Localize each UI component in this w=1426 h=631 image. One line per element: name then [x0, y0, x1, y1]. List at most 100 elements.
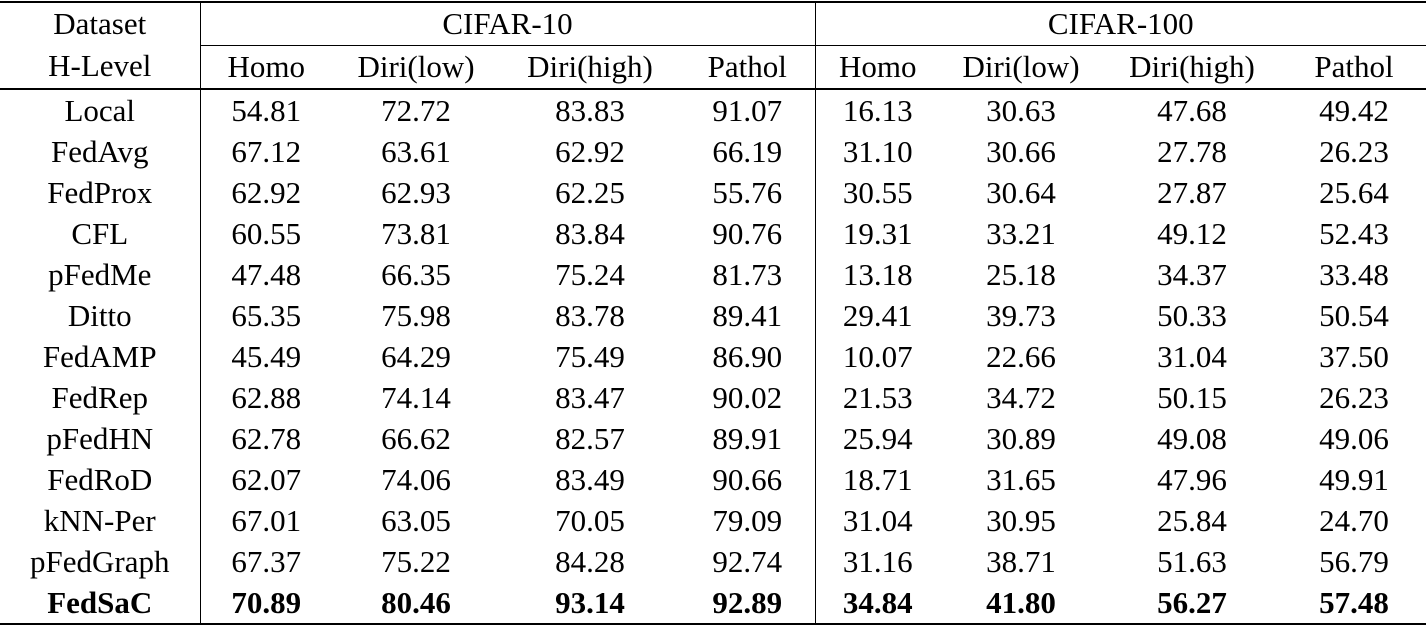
value-cell: 75.98 [381, 298, 451, 333]
table-row: FedRoD 62.07 74.06 83.49 90.66 18.71 31.65 47.9… [0, 459, 1426, 500]
value-cell: 83.84 [555, 216, 625, 251]
value-cell: 91.07 [712, 93, 783, 128]
value-cell: 56.79 [1319, 544, 1389, 579]
value-cell: 25.94 [814, 418, 941, 459]
value-cell: 33.21 [986, 216, 1056, 251]
method-name: pFedHN [46, 421, 154, 456]
value-cell: 41.80 [986, 585, 1056, 620]
group-header-cifar100: CIFAR-100 [814, 2, 1426, 46]
column-header-diri-low-: Diri(low) [940, 45, 1103, 90]
value-cell: 74.06 [381, 462, 451, 497]
value-cell: 38.71 [986, 544, 1056, 579]
value-cell: 29.41 [814, 295, 941, 336]
value-cell: 30.89 [986, 421, 1056, 456]
value-cell: 67.01 [199, 500, 332, 541]
value-cell: 25.64 [1319, 175, 1389, 210]
value-cell: 31.04 [814, 500, 941, 541]
value-cell: 19.31 [814, 213, 941, 254]
column-header-diri-high-: Diri(high) [1102, 45, 1283, 90]
value-cell: 81.73 [712, 257, 783, 292]
value-cell: 62.92 [199, 172, 332, 213]
value-cell: 66.35 [381, 257, 451, 292]
method-name: Local [64, 93, 136, 128]
value-cell: 89.91 [712, 421, 783, 456]
method-name: pFedMe [48, 257, 152, 292]
value-cell: 49.91 [1319, 462, 1389, 497]
value-cell: 26.23 [1319, 380, 1389, 415]
value-cell: 37.50 [1319, 339, 1389, 374]
table-row: pFedMe 47.48 66.35 75.24 81.73 13.18 25.18 34.3… [0, 254, 1426, 295]
value-cell: 90.66 [712, 462, 783, 497]
value-cell: 50.15 [1157, 380, 1227, 415]
value-cell: 26.23 [1319, 134, 1389, 169]
method-name: pFedGraph [30, 544, 170, 579]
value-cell: 67.12 [199, 131, 332, 172]
value-cell: 54.81 [199, 89, 332, 131]
value-cell: 30.66 [986, 134, 1056, 169]
table-row: FedAvg 67.12 63.61 62.92 66.19 31.10 30.66 27.7… [0, 131, 1426, 172]
column-header-homo: Homo [814, 45, 941, 90]
value-cell: 49.12 [1157, 216, 1227, 251]
value-cell: 10.07 [814, 336, 941, 377]
subcolumn-header-row: Homo Diri(low) Diri(high) Pathol Homo Diri(lo… [0, 45, 1426, 90]
value-cell: 31.10 [814, 131, 941, 172]
value-cell: 63.61 [381, 134, 451, 169]
value-cell: 92.89 [712, 585, 783, 620]
value-cell: 31.16 [814, 541, 941, 582]
table-row: Local 54.81 72.72 83.83 91.07 16.13 30.63 47.68… [0, 89, 1426, 131]
method-name: CFL [71, 216, 129, 251]
value-cell: 27.78 [1157, 134, 1227, 169]
value-cell: 34.72 [986, 380, 1056, 415]
value-cell: 73.81 [381, 216, 451, 251]
value-cell: 31.65 [986, 462, 1056, 497]
value-cell: 39.73 [986, 298, 1056, 333]
value-cell: 47.96 [1157, 462, 1227, 497]
value-cell: 62.07 [199, 459, 332, 500]
value-cell: 25.84 [1157, 503, 1227, 538]
column-header-diri-low-: Diri(low) [332, 45, 500, 90]
value-cell: 50.54 [1319, 298, 1389, 333]
value-cell: 22.66 [986, 339, 1056, 374]
value-cell: 70.05 [555, 503, 625, 538]
value-cell: 67.37 [199, 541, 332, 582]
value-cell: 64.29 [381, 339, 451, 374]
value-cell: 75.24 [555, 257, 625, 292]
value-cell: 45.49 [199, 336, 332, 377]
value-cell: 63.05 [381, 503, 451, 538]
table-row: CFL 60.55 73.81 83.84 90.76 19.31 33.21 49.12 52… [0, 213, 1426, 254]
value-cell: 62.92 [555, 134, 625, 169]
value-cell: 25.18 [986, 257, 1056, 292]
method-name: Ditto [67, 298, 132, 333]
value-cell: 56.27 [1157, 585, 1227, 620]
table-row: pFedGraph 67.37 75.22 84.28 92.74 31.16 38.71 5… [0, 541, 1426, 582]
value-cell: 60.55 [199, 213, 332, 254]
method-name: FedProx [47, 175, 153, 210]
value-cell: 74.14 [381, 380, 451, 415]
method-name: FedRep [51, 380, 148, 415]
value-cell: 49.42 [1319, 93, 1389, 128]
method-name: FedAMP [42, 339, 157, 374]
value-cell: 55.76 [712, 175, 783, 210]
value-cell: 90.76 [712, 216, 783, 251]
value-cell: 33.48 [1319, 257, 1389, 292]
value-cell: 49.06 [1319, 421, 1389, 456]
method-name: FedRoD [47, 462, 153, 497]
value-cell: 49.08 [1157, 421, 1227, 456]
column-header-diri-high-: Diri(high) [500, 45, 680, 90]
column-header-pathol: Pathol [680, 45, 816, 90]
value-cell: 66.62 [381, 421, 451, 456]
value-cell: 34.84 [814, 582, 941, 624]
table-row: kNN-Per 67.01 63.05 70.05 79.09 31.04 30.95 25.… [0, 500, 1426, 541]
value-cell: 18.71 [814, 459, 941, 500]
value-cell: 83.47 [555, 380, 625, 415]
value-cell: 50.33 [1157, 298, 1227, 333]
value-cell: 75.49 [555, 339, 625, 374]
value-cell: 47.48 [199, 254, 332, 295]
corner-dataset-label: Dataset [53, 6, 147, 41]
value-cell: 24.70 [1319, 503, 1389, 538]
column-header-pathol: Pathol [1282, 45, 1426, 90]
method-name: FedSaC [47, 585, 153, 620]
value-cell: 62.78 [199, 418, 332, 459]
value-cell: 31.04 [1157, 339, 1227, 374]
